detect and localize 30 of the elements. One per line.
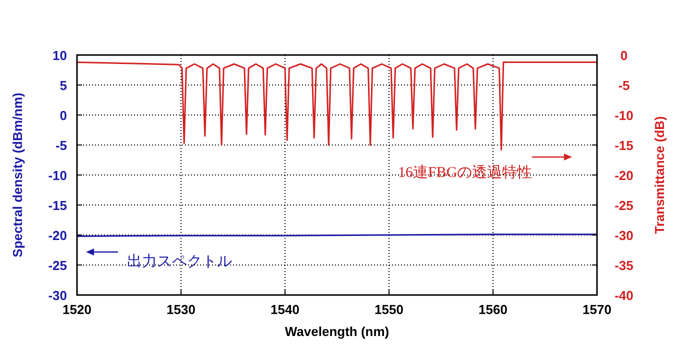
annotation: 出力スペクトル bbox=[127, 253, 232, 270]
x-tick-label: 1540 bbox=[270, 302, 300, 317]
y-tick-label: 0 bbox=[60, 108, 67, 123]
y-tick-label: -25 bbox=[48, 258, 67, 273]
x-tick-label: 1570 bbox=[582, 302, 612, 317]
y-tick-label: -5 bbox=[55, 138, 67, 153]
y2-tick-label: -15 bbox=[614, 138, 634, 153]
y2-tick-label: -30 bbox=[614, 228, 634, 243]
y-tick-label: 5 bbox=[60, 78, 67, 93]
y2-axis-title: Transmittance (dB) bbox=[652, 116, 667, 234]
y-tick-label: -10 bbox=[48, 168, 67, 183]
x-tick-label: 1530 bbox=[166, 302, 196, 317]
line-series bbox=[76, 61, 598, 151]
y-tick-label: 10 bbox=[52, 48, 67, 63]
y2-tick-label: -10 bbox=[614, 108, 634, 123]
x-axis-title: Wavelength (nm) bbox=[284, 324, 390, 339]
y2-tick-label: 0 bbox=[620, 48, 628, 63]
y2-tick-label: -20 bbox=[614, 168, 634, 183]
y2-tick-label: -40 bbox=[614, 288, 634, 303]
x-tick-label: 1550 bbox=[374, 302, 404, 317]
y-tick-label: -30 bbox=[48, 288, 67, 303]
y2-tick-label: -35 bbox=[614, 258, 634, 273]
y-tick-label: -15 bbox=[48, 198, 67, 213]
y2-tick-label: -25 bbox=[614, 198, 634, 213]
y-tick-label: -20 bbox=[48, 228, 67, 243]
annotation: 16連FBGの透過特性 bbox=[398, 164, 532, 181]
x-tick-label: 1560 bbox=[478, 302, 508, 317]
x-tick-label: 1520 bbox=[62, 302, 92, 317]
y-axis-title: Spectral density (dBm/nm) bbox=[10, 92, 25, 258]
y2-tick-label: -5 bbox=[618, 78, 630, 93]
